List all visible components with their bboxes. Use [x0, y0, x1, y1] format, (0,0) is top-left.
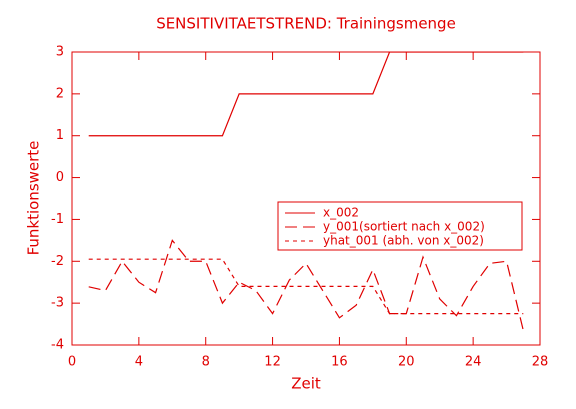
plot-frame [71, 51, 541, 346]
legend-label: yhat_001 (abh. von x_002) [323, 234, 484, 248]
y-tick-label: -2 [51, 254, 64, 269]
chart-title: SENSITIVITAETSTREND: Trainingsmenge [156, 15, 456, 33]
x-tick-label: 28 [532, 355, 549, 370]
legend-box [277, 201, 523, 251]
x-tick-label: 24 [465, 355, 482, 370]
y-tick-label: 3 [56, 45, 64, 60]
x-tick-label: 0 [68, 355, 76, 370]
y-tick-label: -4 [51, 338, 64, 353]
y-tick-label: 0 [56, 170, 64, 185]
plot-area [88, 52, 524, 331]
series-line [88, 258, 524, 315]
x-tick-label: 4 [135, 355, 143, 370]
y-tick-label: -3 [51, 296, 64, 311]
x-tick-label: 20 [398, 355, 415, 370]
series-line [88, 239, 524, 331]
x-tick-label: 12 [264, 355, 281, 370]
y-tick-label: 2 [56, 86, 64, 101]
series-line [88, 52, 524, 137]
legend-label: y_001(sortiert nach x_002) [323, 220, 485, 234]
y-tick-label: 1 [56, 128, 64, 143]
x-tick-label: 16 [331, 355, 348, 370]
x-axis-label: Zeit [291, 375, 321, 393]
legend-label: x_002 [323, 206, 359, 220]
x-tick-label: 8 [202, 355, 210, 370]
y-tick-label: -1 [51, 212, 64, 227]
y-axis-label: Funktionswerte [25, 141, 43, 256]
